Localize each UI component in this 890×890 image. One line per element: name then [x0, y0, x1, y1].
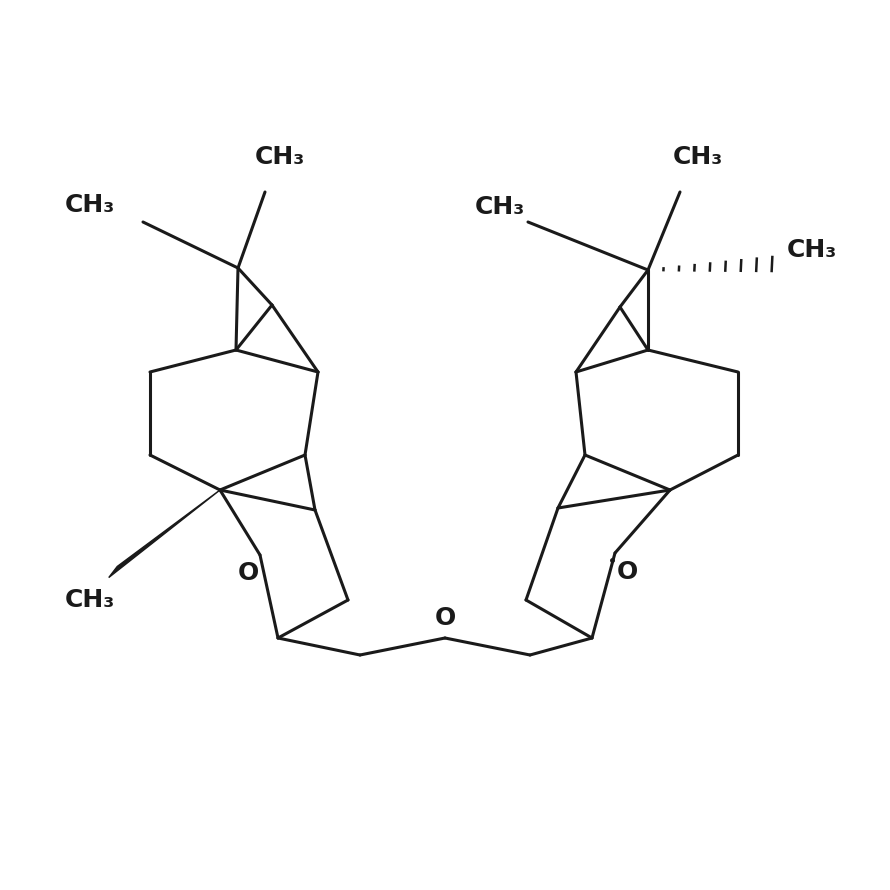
- Text: CH₃: CH₃: [65, 193, 115, 217]
- Text: CH₃: CH₃: [65, 588, 115, 612]
- Text: O: O: [434, 606, 456, 630]
- Text: O: O: [238, 561, 259, 585]
- Text: O: O: [617, 560, 637, 584]
- Text: CH₃: CH₃: [673, 145, 724, 169]
- Text: CH₃: CH₃: [475, 195, 525, 219]
- Text: CH₃: CH₃: [255, 145, 305, 169]
- Text: CH₃: CH₃: [787, 238, 837, 262]
- Polygon shape: [109, 490, 220, 578]
